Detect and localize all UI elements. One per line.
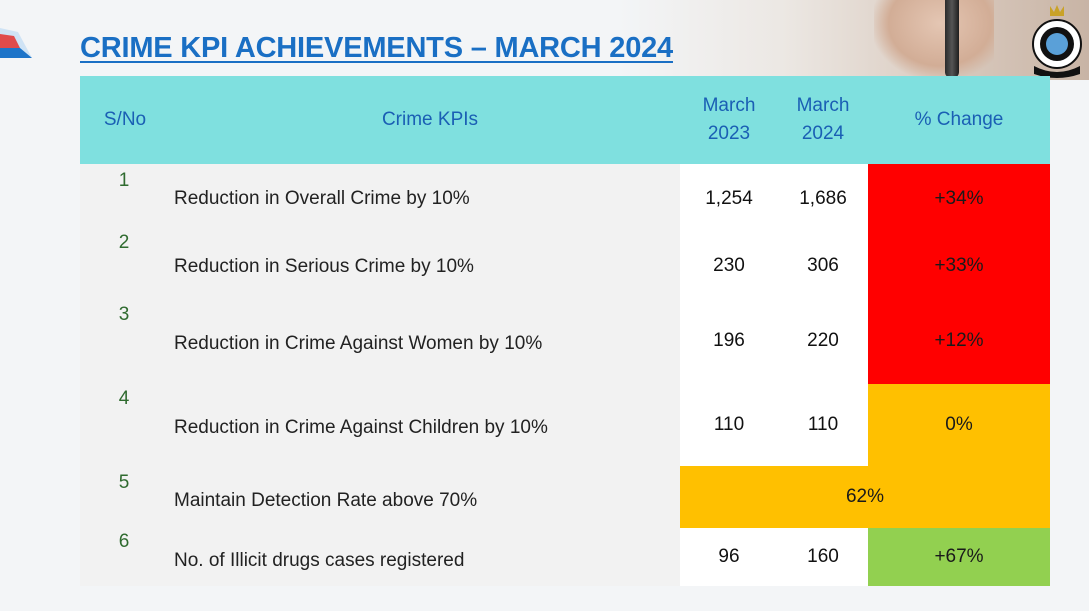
row-2-kpi: Reduction in Serious Crime by 10%	[174, 256, 474, 277]
decorative-corner-icon	[0, 28, 32, 58]
row-3-march-2023: 196	[713, 330, 745, 351]
row-2-march-2024: 306	[807, 255, 839, 276]
row-6-kpi: No. of Illicit drugs cases registered	[174, 550, 465, 571]
row-1-sno: 1	[118, 170, 130, 191]
header-march-2024: March 2024	[778, 76, 868, 164]
row-3-kpi: Reduction in Crime Against Women by 10%	[174, 333, 543, 354]
row-4-change: 0%	[868, 384, 1050, 466]
pen-image	[945, 0, 959, 78]
row-6-sno: 6	[118, 531, 130, 552]
header-march-2024-line2: 2024	[801, 123, 845, 144]
row-6-change: +67%	[868, 528, 1050, 586]
numeric-band-row6	[680, 528, 868, 586]
kpi-table: S/No Crime KPIs March 2023 March 2024 % …	[80, 76, 1050, 586]
header-sno: S/No	[103, 109, 147, 130]
row-3-change: +12%	[868, 298, 1050, 384]
row-1-kpi: Reduction in Overall Crime by 10%	[174, 188, 470, 209]
row-5-sno: 5	[118, 472, 130, 493]
row-4-sno: 4	[118, 388, 130, 409]
police-crest-logo	[1032, 5, 1082, 78]
row-2-march-2023: 230	[713, 255, 745, 276]
row-4-kpi: Reduction in Crime Against Children by 1…	[174, 417, 548, 438]
header-march-2023-line1: March	[702, 95, 756, 116]
table-header: S/No Crime KPIs March 2023 March 2024 % …	[80, 76, 1050, 164]
row-5-kpi: Maintain Detection Rate above 70%	[174, 490, 478, 511]
row-6-march-2024: 160	[807, 546, 839, 567]
row-3-sno: 3	[118, 304, 130, 325]
row-2-sno: 2	[118, 232, 130, 253]
row-3-march-2024: 220	[807, 330, 839, 351]
numeric-band	[680, 164, 868, 466]
row-1-march-2024: 1,686	[799, 188, 847, 209]
header-march-2023-line2: 2023	[707, 123, 751, 144]
row-1-change: +34%	[868, 164, 1050, 234]
header-photo	[619, 0, 1089, 80]
row-6-march-2023: 96	[718, 546, 740, 567]
header-kpi: Crime KPIs	[381, 109, 479, 130]
header-change: % Change	[914, 109, 1004, 130]
row-2-change: +33%	[868, 234, 1050, 298]
row-4-march-2024: 110	[807, 414, 839, 435]
row-5-detection-rate: 62%	[680, 466, 1050, 528]
header-march-2023: March 2023	[680, 76, 778, 164]
header-march-2024-line1: March	[796, 95, 850, 116]
page-title: CRIME KPI ACHIEVEMENTS – MARCH 2024	[80, 32, 673, 64]
hand-image	[874, 0, 994, 78]
row-4-march-2023: 110	[713, 414, 745, 435]
row-1-march-2023: 1,254	[705, 188, 753, 209]
